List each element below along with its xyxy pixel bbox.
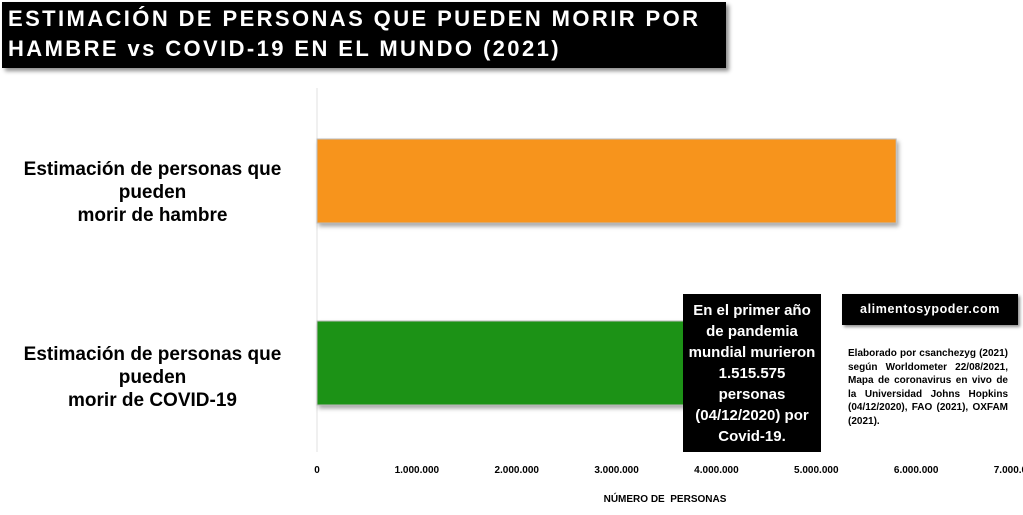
annotation-line-5: personas bbox=[718, 386, 786, 403]
x-axis-label: NÚMERO DE PERSONAS bbox=[604, 492, 727, 505]
bar-covid bbox=[316, 320, 687, 406]
covid-deaths-annotation: En el primer año de pandemia mundial mur… bbox=[683, 294, 821, 452]
annotation-line-3: mundial murieron bbox=[688, 344, 816, 361]
category-label-covid-line-2: morir de COVID-19 bbox=[68, 390, 237, 411]
x-tick-label: 2.000.000 bbox=[494, 465, 539, 476]
annotation-line-6: (04/12/2020) por bbox=[695, 407, 809, 424]
x-tick-label: 3.000.000 bbox=[594, 465, 639, 476]
category-label-hunger-line-2: morir de hambre bbox=[77, 205, 228, 226]
source-note: Elaborado por csanchezyg (2021) según Wo… bbox=[848, 348, 1008, 427]
category-label-covid: Estimación de personas que pueden morir … bbox=[0, 343, 305, 412]
chart-title-line-2: HAMBRE vs COVID-19 EN EL MUNDO (2021) bbox=[8, 36, 561, 61]
x-tick-label: 7.000.000 bbox=[994, 465, 1023, 476]
category-label-hunger: Estimación de personas que pueden morir … bbox=[0, 158, 305, 227]
x-tick-label: 0 bbox=[314, 465, 320, 476]
x-tick-label: 5.000.000 bbox=[794, 465, 839, 476]
annotation-line-2: de pandemia bbox=[706, 323, 798, 340]
annotation-line-7: Covid-19. bbox=[718, 428, 786, 445]
brand-label: alimentosypoder.com bbox=[842, 294, 1018, 325]
bar-hunger bbox=[316, 138, 897, 224]
chart-title-line-1: ESTIMACIÓN DE PERSONAS QUE PUEDEN MORIR … bbox=[8, 6, 701, 31]
x-tick-label: 4.000.000 bbox=[694, 465, 739, 476]
x-tick-label: 6.000.000 bbox=[894, 465, 939, 476]
x-tick-label: 1.000.000 bbox=[395, 465, 440, 476]
annotation-line-1: En el primer año bbox=[693, 302, 811, 319]
category-label-hunger-line-1: Estimación de personas que pueden bbox=[23, 159, 282, 203]
annotation-line-4: 1.515.575 bbox=[718, 365, 786, 382]
category-label-covid-line-1: Estimación de personas que pueden bbox=[23, 344, 282, 388]
chart-title: ESTIMACIÓN DE PERSONAS QUE PUEDEN MORIR … bbox=[2, 2, 726, 68]
